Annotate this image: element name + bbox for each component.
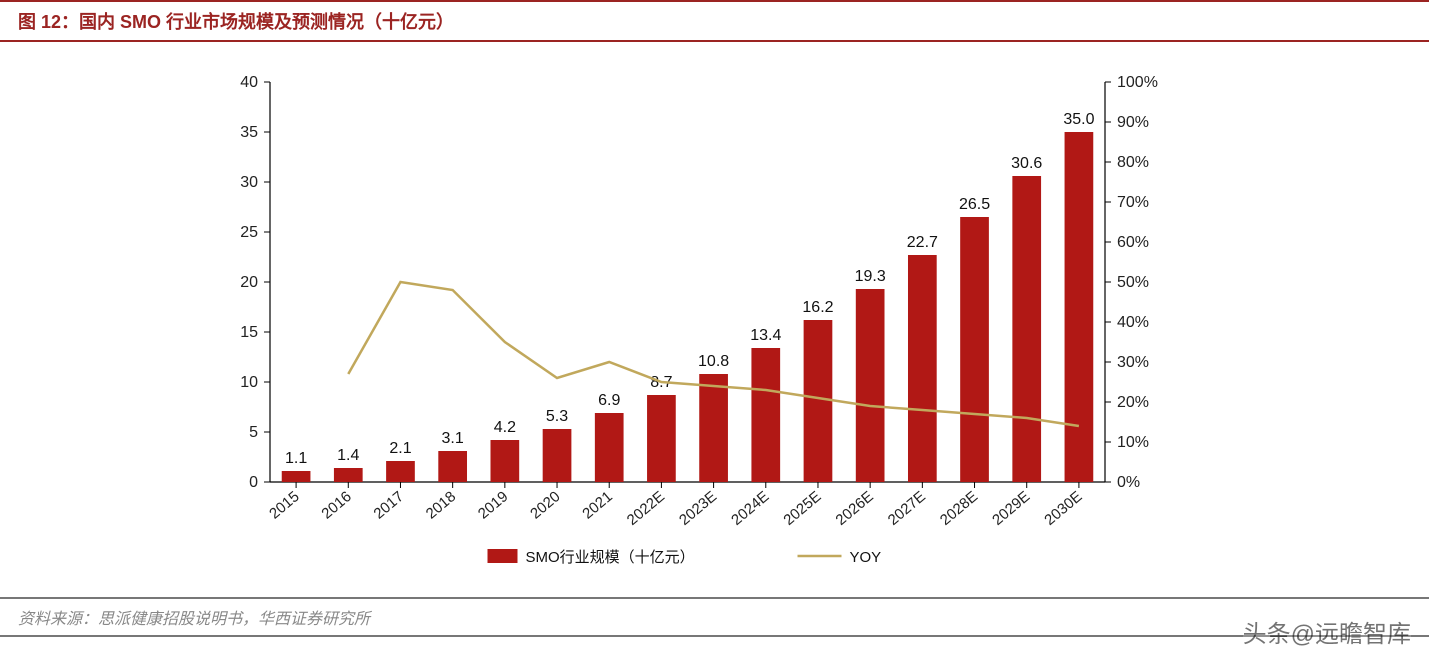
bar-value-label: 26.5 bbox=[959, 196, 990, 213]
y2-tick-label: 50% bbox=[1117, 274, 1149, 291]
bar bbox=[334, 468, 363, 482]
y1-tick-label: 5 bbox=[249, 424, 258, 441]
y1-tick-label: 10 bbox=[240, 374, 258, 391]
y2-tick-label: 10% bbox=[1117, 434, 1149, 451]
x-category-label: 2029E bbox=[989, 488, 1033, 529]
y1-tick-label: 25 bbox=[240, 224, 258, 241]
bar-value-label: 35.0 bbox=[1063, 111, 1094, 128]
x-category-label: 2023E bbox=[676, 488, 720, 529]
bar bbox=[908, 255, 937, 482]
x-category-label: 2017 bbox=[371, 488, 407, 522]
y1-tick-label: 15 bbox=[240, 324, 258, 341]
bar bbox=[543, 429, 572, 482]
bar bbox=[490, 440, 519, 482]
bar bbox=[282, 471, 311, 482]
x-category-label: 2028E bbox=[937, 488, 981, 529]
bar bbox=[438, 451, 467, 482]
bar-value-label: 16.2 bbox=[802, 299, 833, 316]
y2-tick-label: 70% bbox=[1117, 194, 1149, 211]
legend-label-bar: SMO行业规模（十亿元） bbox=[526, 549, 695, 566]
bar bbox=[595, 413, 624, 482]
bar-value-label: 13.4 bbox=[750, 327, 781, 344]
x-category-label: 2027E bbox=[885, 488, 929, 529]
x-category-label: 2030E bbox=[1041, 488, 1085, 529]
bar bbox=[804, 320, 833, 482]
y1-tick-label: 35 bbox=[240, 124, 258, 141]
x-category-label: 2016 bbox=[318, 488, 354, 522]
bar-value-label: 1.4 bbox=[337, 447, 359, 464]
x-category-label: 2026E bbox=[833, 488, 877, 529]
x-category-label: 2024E bbox=[728, 488, 772, 529]
bar-value-label: 5.3 bbox=[546, 408, 568, 425]
bar-value-label: 1.1 bbox=[285, 450, 307, 467]
chart-title: 图 12：国内 SMO 行业市场规模及预测情况（十亿元） bbox=[0, 0, 1429, 42]
bar-value-label: 3.1 bbox=[442, 430, 464, 447]
source-text: 资料来源：思派健康招股说明书，华西证券研究所 bbox=[18, 611, 370, 628]
x-category-label: 2022E bbox=[624, 488, 668, 529]
bar bbox=[647, 395, 676, 482]
chart-area: 0 5 10 15 20 25 30 35 40 0% 10% 20% 30% 40% 50% 60% 70% 8… bbox=[0, 42, 1429, 597]
bar bbox=[699, 374, 728, 482]
legend-label-line: YOY bbox=[850, 549, 882, 566]
x-category-label: 2015 bbox=[266, 488, 302, 522]
y1-tick-label: 20 bbox=[240, 274, 258, 291]
bar bbox=[856, 289, 885, 482]
legend-swatch-bar bbox=[488, 549, 518, 563]
y2-tick-label: 90% bbox=[1117, 114, 1149, 131]
y2-tick-label: 60% bbox=[1117, 234, 1149, 251]
y2-tick-label: 0% bbox=[1117, 474, 1140, 491]
bar bbox=[751, 348, 780, 482]
x-category-label: 2020 bbox=[527, 488, 563, 522]
bar-value-label: 30.6 bbox=[1011, 155, 1042, 172]
y2-tick-label: 40% bbox=[1117, 314, 1149, 331]
bar-value-label: 22.7 bbox=[907, 234, 938, 251]
bar bbox=[1065, 132, 1094, 482]
bar-value-label: 10.8 bbox=[698, 353, 729, 370]
x-category-label: 2025E bbox=[780, 488, 824, 529]
y1-tick-label: 0 bbox=[249, 474, 258, 491]
bar bbox=[386, 461, 415, 482]
y2-tick-label: 100% bbox=[1117, 74, 1158, 91]
y1-tick-label: 40 bbox=[240, 74, 258, 91]
y2-tick-label: 20% bbox=[1117, 394, 1149, 411]
x-category-label: 2019 bbox=[475, 488, 511, 522]
watermark: 头条@远瞻智库 bbox=[1243, 614, 1411, 649]
bar-value-label: 2.1 bbox=[389, 440, 411, 457]
footer: 资料来源：思派健康招股说明书，华西证券研究所 头条@远瞻智库 bbox=[0, 597, 1429, 637]
chart-svg: 0 5 10 15 20 25 30 35 40 0% 10% 20% 30% 40% 50% 60% 70% 8… bbox=[0, 42, 1429, 597]
bar-value-label: 4.2 bbox=[494, 419, 516, 436]
bar bbox=[960, 217, 989, 482]
y2-tick-label: 30% bbox=[1117, 354, 1149, 371]
y2-tick-label: 80% bbox=[1117, 154, 1149, 171]
bar bbox=[1012, 176, 1041, 482]
x-category-label: 2021 bbox=[579, 488, 615, 522]
bar-value-label: 6.9 bbox=[598, 392, 620, 409]
y1-tick-label: 30 bbox=[240, 174, 258, 191]
x-category-label: 2018 bbox=[423, 488, 459, 522]
bar-value-label: 19.3 bbox=[855, 268, 886, 285]
